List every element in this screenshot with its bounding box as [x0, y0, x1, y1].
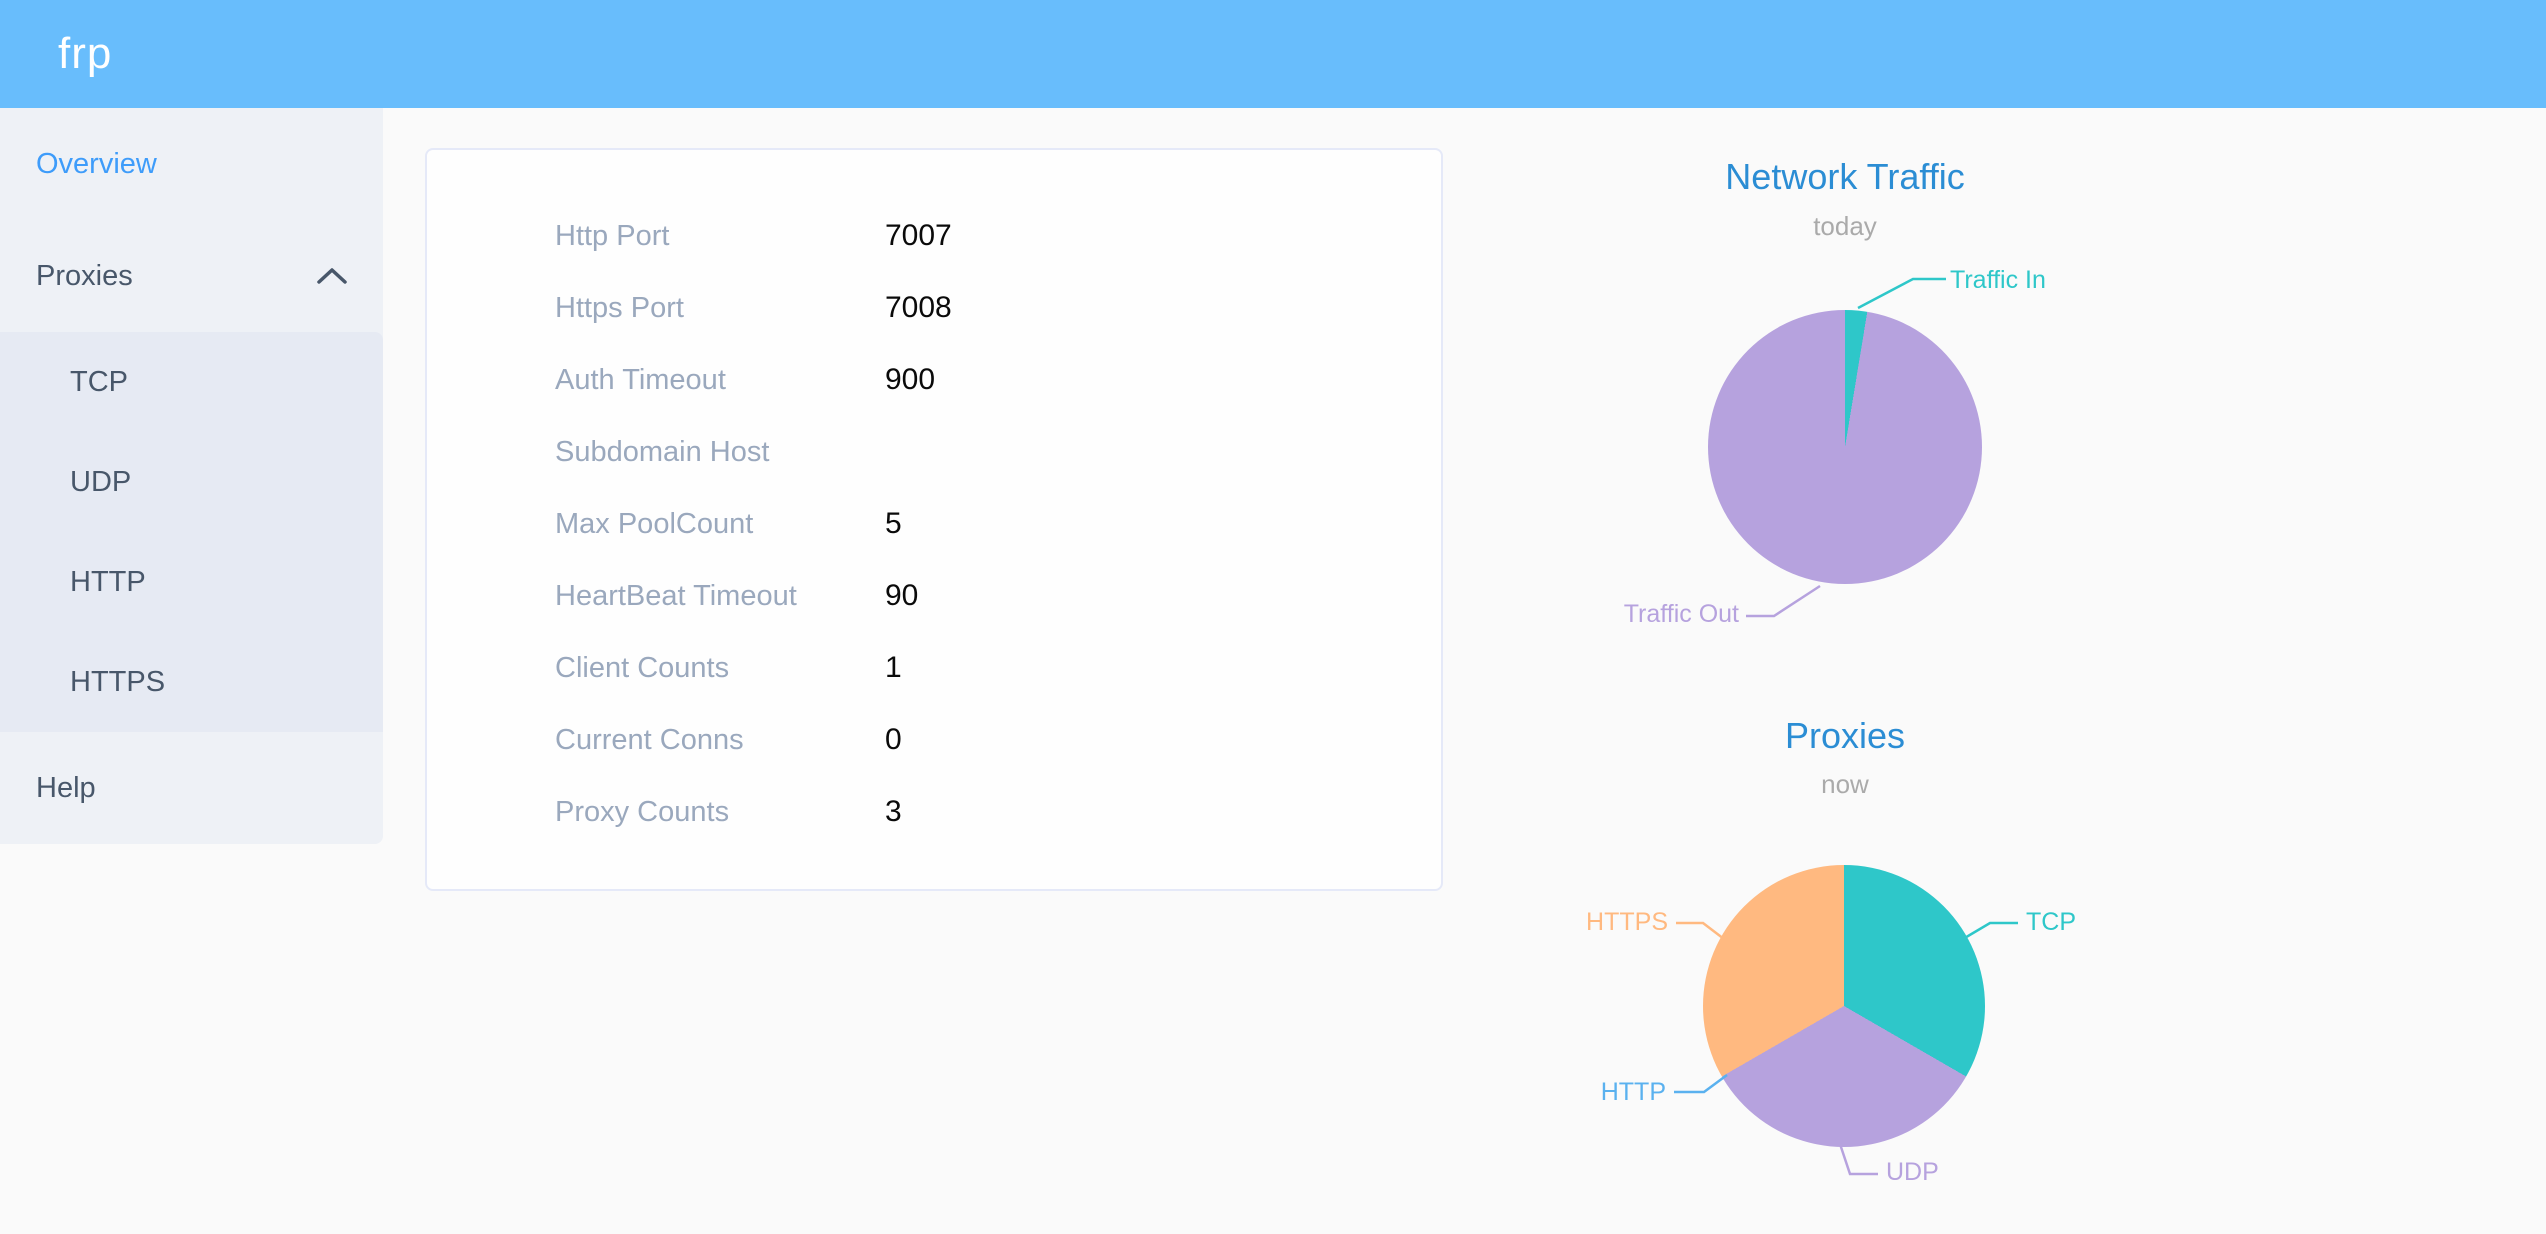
- server-info-row-max-poolcount: Max PoolCount 5: [427, 488, 1441, 560]
- sidebar-item-https[interactable]: HTTPS: [0, 632, 383, 732]
- sidebar-item-proxies-label: Proxies: [36, 259, 133, 292]
- http-leader-line: [1674, 1073, 1728, 1094]
- info-value: 0: [885, 723, 902, 756]
- sidebar-item-tcp-label: TCP: [70, 365, 128, 398]
- sidebar-item-https-label: HTTPS: [70, 665, 166, 698]
- http-slice-label: HTTP: [1600, 1078, 1666, 1106]
- info-value: 90: [885, 579, 919, 612]
- info-label: Current Conns: [555, 723, 744, 756]
- info-label: Subdomain Host: [555, 435, 770, 468]
- https-slice-label: HTTPS: [1586, 908, 1668, 936]
- server-info-row-heartbeat-timeout: HeartBeat Timeout 90: [427, 560, 1441, 632]
- traffic-out-label: Traffic Out: [1623, 600, 1739, 628]
- info-value: 900: [885, 363, 936, 396]
- tcp-leader-line: [1962, 921, 2018, 941]
- info-label: Http Port: [555, 219, 670, 252]
- server-info-row-proxy-counts: Proxy Counts 3: [427, 776, 1441, 848]
- info-label: Https Port: [555, 291, 684, 324]
- proxies-chart-subtitle: now: [1821, 769, 1869, 799]
- sidebar: Overview Proxies TCP UDP HTTP HTTPS Help: [0, 108, 383, 844]
- info-value: 1: [885, 651, 902, 684]
- sidebar-item-http-label: HTTP: [70, 565, 146, 598]
- sidebar-item-proxies[interactable]: Proxies: [0, 220, 383, 332]
- info-label: Auth Timeout: [555, 363, 726, 396]
- info-value: 7008: [885, 291, 952, 324]
- server-info-row-client-counts: Client Counts 1: [427, 632, 1441, 704]
- info-value: 5: [885, 507, 902, 540]
- sidebar-item-overview-label: Overview: [36, 147, 157, 180]
- sidebar-item-udp[interactable]: UDP: [0, 432, 383, 532]
- server-info-row-auth-timeout: Auth Timeout 900: [427, 344, 1441, 416]
- network-traffic-pie[interactable]: [1708, 310, 1982, 584]
- server-info-row-current-conns: Current Conns 0: [427, 704, 1441, 776]
- sidebar-item-udp-label: UDP: [70, 465, 132, 498]
- server-info-row-http-port: Http Port 7007: [427, 200, 1441, 272]
- traffic-out-leader-line: [1746, 584, 1821, 618]
- info-label: Client Counts: [555, 651, 730, 684]
- app-logo: frp: [58, 29, 113, 78]
- sidebar-item-overview[interactable]: Overview: [0, 108, 383, 220]
- sidebar-item-help[interactable]: Help: [0, 732, 383, 844]
- chevron-up-icon: [317, 268, 347, 284]
- server-info-card: Http Port 7007 Https Port 7008 Auth Time…: [425, 148, 1443, 891]
- network-traffic-chart-title: Network Traffic: [1725, 156, 1965, 197]
- sidebar-item-help-label: Help: [36, 771, 96, 804]
- traffic-in-leader-line: [1857, 277, 1946, 310]
- tcp-slice-label: TCP: [2026, 908, 2076, 936]
- info-value: 7007: [885, 219, 952, 252]
- server-info-row-https-port: Https Port 7008: [427, 272, 1441, 344]
- info-label: Max PoolCount: [555, 507, 754, 540]
- sidebar-item-tcp[interactable]: TCP: [0, 332, 383, 432]
- https-leader-line: [1676, 921, 1725, 940]
- network-traffic-chart-subtitle: today: [1813, 211, 1877, 241]
- udp-slice-label: UDP: [1886, 1158, 1939, 1186]
- info-label: HeartBeat Timeout: [555, 579, 797, 612]
- app-header: frp: [0, 0, 2546, 108]
- udp-leader-line: [1838, 1143, 1878, 1176]
- sidebar-item-http[interactable]: HTTP: [0, 532, 383, 632]
- server-info-row-subdomain-host: Subdomain Host: [427, 416, 1441, 488]
- info-label: Proxy Counts: [555, 795, 730, 828]
- info-value: 3: [885, 795, 902, 828]
- proxies-pie[interactable]: [1703, 865, 1985, 1147]
- sidebar-submenu-proxies: TCP UDP HTTP HTTPS: [0, 332, 383, 732]
- proxies-chart-title: Proxies: [1784, 715, 1906, 756]
- traffic-in-label: Traffic In: [1950, 266, 2046, 294]
